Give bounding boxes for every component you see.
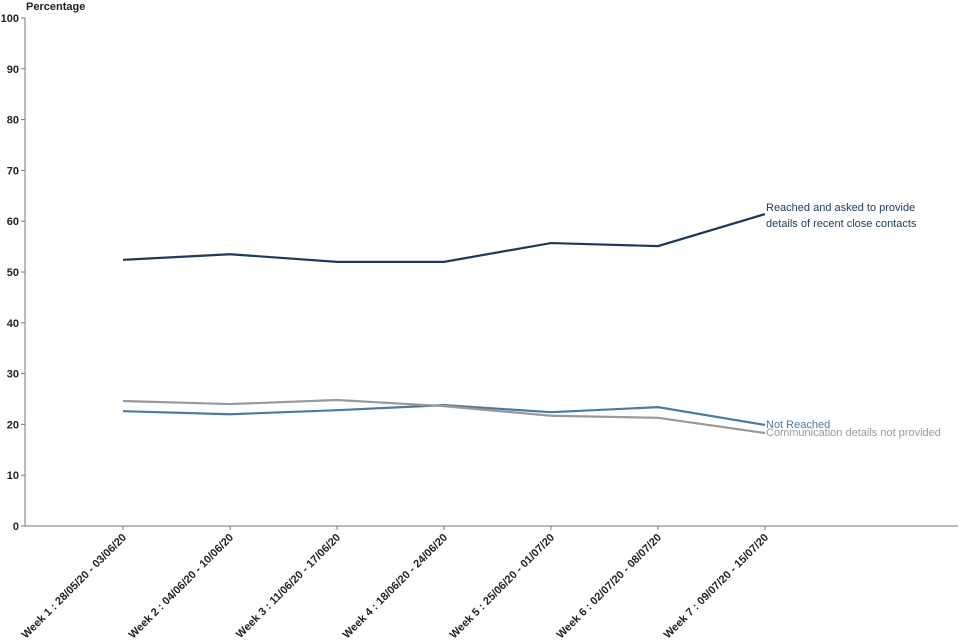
series-label: Communication details not provided bbox=[766, 427, 941, 440]
y-tick-label: 100 bbox=[1, 13, 19, 25]
y-tick-label: 30 bbox=[7, 369, 19, 381]
y-tick-label: 10 bbox=[7, 470, 19, 482]
series-label: Not Reached bbox=[766, 418, 831, 431]
x-tick-label: Week 5 : 25/06/20 - 01/07/20 bbox=[448, 532, 558, 640]
series-line bbox=[122, 213, 766, 263]
y-tick-label: 50 bbox=[7, 267, 19, 279]
x-tick-label: Week 4 : 18/06/20 - 24/06/20 bbox=[341, 532, 451, 640]
series-line bbox=[122, 398, 766, 435]
x-tick-label: Week 3 : 11/06/20 - 17/06/20 bbox=[234, 532, 343, 640]
series-line bbox=[122, 403, 766, 426]
y-tick-label: 60 bbox=[7, 216, 19, 228]
x-tick-label: Week 7 : 09/07/20 - 15/07/20 bbox=[662, 532, 772, 640]
y-tick-label: 70 bbox=[7, 165, 19, 177]
y-tick-label: 0 bbox=[13, 521, 19, 533]
y-tick-label: 90 bbox=[7, 64, 19, 76]
x-tick-label: Week 2 : 04/06/20 - 10/06/20 bbox=[127, 532, 237, 640]
x-tick-label: Week 1 : 28/05/20 - 03/06/20 bbox=[20, 532, 130, 640]
x-tick-label: Week 6 : 02/07/20 - 08/07/20 bbox=[555, 532, 665, 640]
y-tick-label: 20 bbox=[7, 419, 19, 431]
y-tick-label: 80 bbox=[7, 115, 19, 127]
y-axis-title: Percentage bbox=[26, 1, 85, 13]
y-tick-label: 40 bbox=[7, 318, 19, 330]
series-label: Reached and asked to provide details of … bbox=[766, 202, 917, 231]
